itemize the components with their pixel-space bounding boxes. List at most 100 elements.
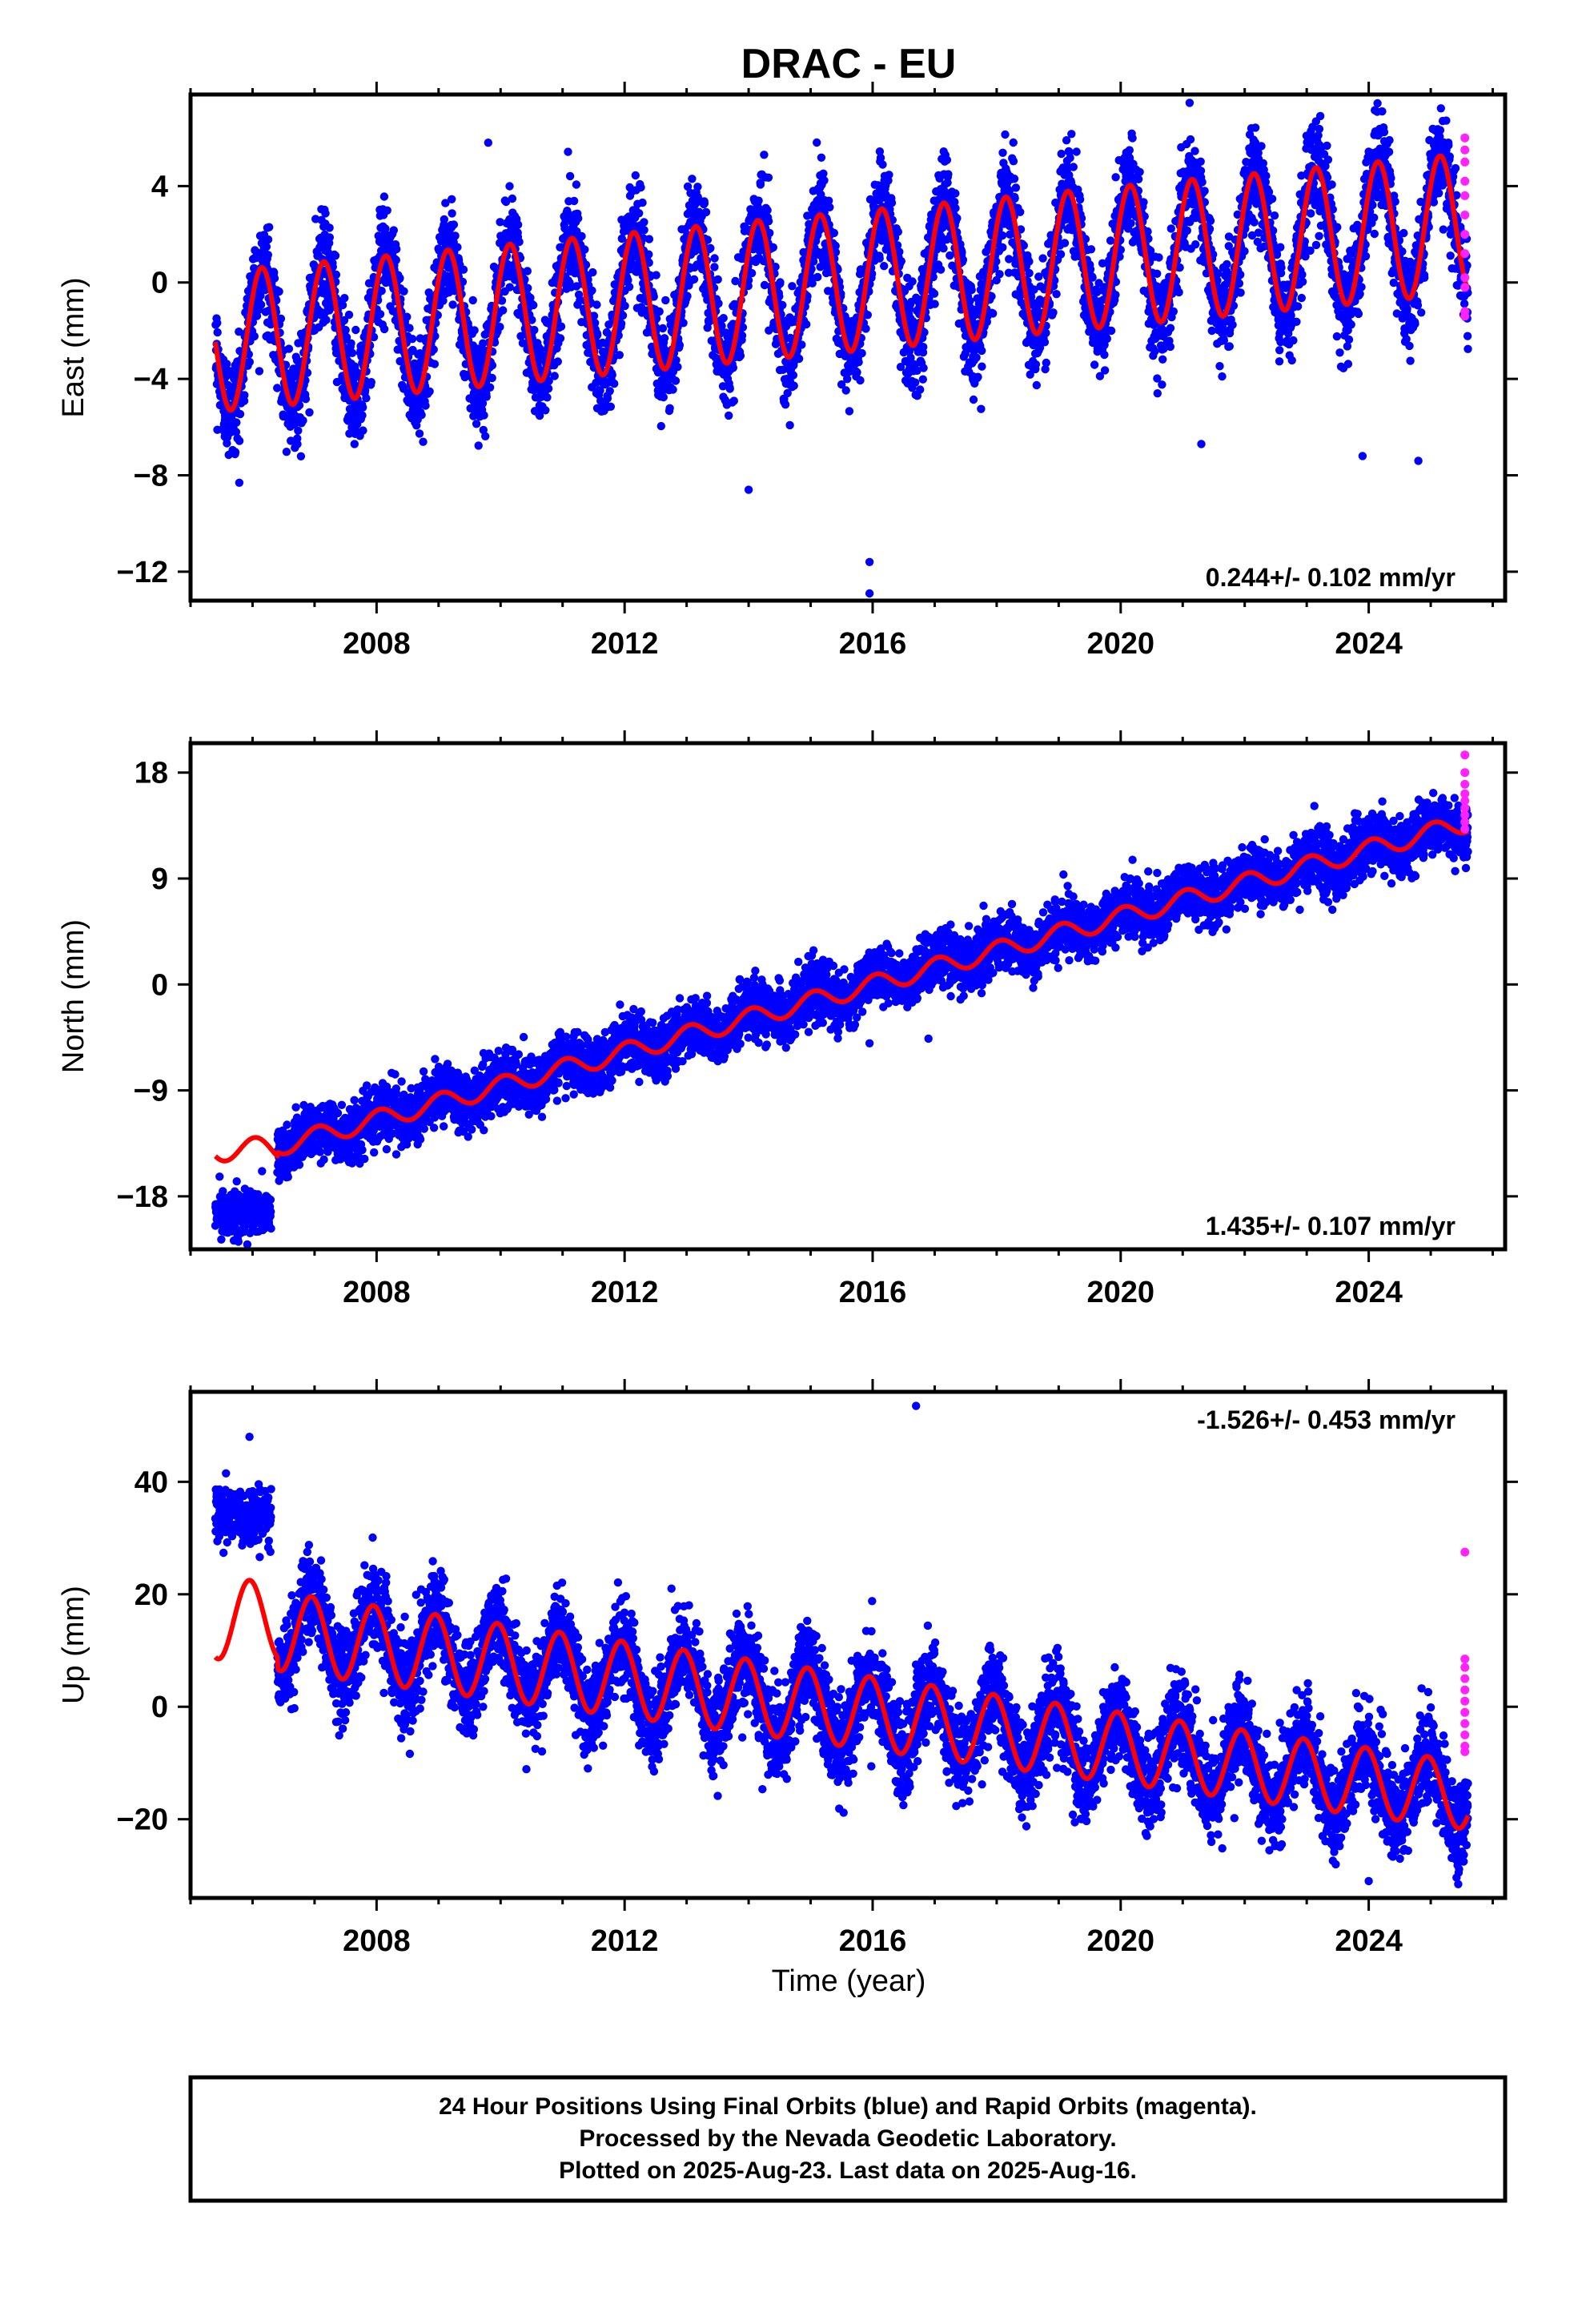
final-orbit-point (569, 196, 579, 206)
final-orbit-point (616, 319, 626, 328)
final-orbit-point (1100, 350, 1109, 360)
final-orbit-point (789, 381, 798, 390)
final-orbit-point (951, 189, 960, 198)
final-orbit-point (820, 176, 829, 185)
final-orbit-point (916, 385, 925, 394)
final-orbit-point (1032, 380, 1042, 390)
final-orbit-point (1060, 239, 1070, 247)
final-orbit-point (275, 287, 283, 296)
final-orbit-point (951, 203, 960, 213)
final-orbit-point (577, 231, 586, 241)
final-orbit-point (240, 391, 249, 400)
final-orbit-point (776, 278, 785, 287)
figure-title: DRAC - EU (741, 41, 957, 87)
final-orbit-point (342, 332, 351, 342)
final-orbit-point (665, 404, 674, 412)
final-orbit-point (620, 301, 629, 311)
final-orbit-point (1010, 175, 1019, 183)
final-orbit-point (293, 440, 302, 448)
final-orbit-point (392, 244, 401, 254)
final-orbit-point (339, 316, 349, 325)
final-orbit-point (593, 330, 602, 340)
plot-area (211, 99, 1472, 598)
final-orbit-point (347, 339, 355, 348)
final-orbit-point (488, 373, 496, 383)
final-orbit-point (1001, 130, 1010, 139)
final-orbit-point (213, 328, 222, 337)
final-orbit-point (1040, 338, 1050, 347)
final-orbit-point (362, 394, 371, 403)
final-orbit-point (978, 362, 986, 371)
final-orbit-point (474, 441, 483, 450)
final-orbit-point (350, 440, 359, 448)
final-orbit-point (572, 180, 581, 189)
final-orbit-point (340, 294, 349, 303)
final-orbit-point (978, 346, 986, 356)
final-orbit-point (763, 206, 772, 215)
final-orbit-point (231, 448, 240, 456)
final-orbit-point (400, 287, 408, 296)
final-orbit-point (1166, 324, 1175, 332)
final-orbit-point (262, 242, 271, 251)
final-orbit-point (1025, 257, 1034, 266)
final-orbit-point (369, 332, 379, 342)
final-orbit-point (863, 311, 873, 320)
final-orbit-point (998, 231, 1007, 240)
final-orbit-point (287, 436, 295, 445)
final-orbit-point (1086, 245, 1096, 254)
final-orbit-point (255, 367, 264, 376)
final-orbit-point (789, 371, 798, 380)
final-orbit-point (1025, 268, 1034, 278)
final-orbit-point (250, 263, 259, 273)
final-orbit-point (794, 354, 804, 364)
final-orbit-point (325, 223, 334, 232)
final-orbit-point (472, 420, 481, 428)
final-orbit-point (693, 183, 702, 191)
final-orbit-point (556, 322, 566, 331)
final-orbit-point (344, 310, 354, 320)
final-orbit-point (223, 360, 231, 368)
final-orbit-point (661, 296, 670, 305)
final-orbit-point (419, 437, 428, 446)
final-orbit-point (351, 325, 360, 335)
final-orbit-point (508, 194, 517, 203)
final-orbit-point (468, 296, 477, 305)
final-orbit-point (322, 316, 331, 324)
final-orbit-point (391, 255, 400, 264)
final-orbit-point (939, 244, 948, 253)
final-orbit-point (659, 392, 668, 402)
final-orbit-point (453, 243, 462, 251)
final-orbit-point (1158, 355, 1167, 364)
final-orbit-point (737, 331, 747, 340)
final-orbit-point (825, 203, 834, 211)
final-orbit-point (331, 270, 341, 279)
final-orbit-point (706, 243, 715, 253)
final-orbit-point (658, 324, 668, 333)
final-orbit-point (624, 283, 634, 292)
final-orbit-point (729, 396, 738, 405)
final-orbit-point (908, 277, 917, 286)
final-orbit-point (347, 348, 357, 357)
final-orbit-point (1016, 207, 1025, 216)
final-orbit-point (638, 198, 647, 207)
final-orbit-point (660, 334, 669, 343)
final-orbit-point (719, 314, 728, 323)
final-orbit-point (714, 299, 723, 308)
final-orbit-point (263, 251, 272, 259)
final-orbit-point (1038, 254, 1047, 263)
final-orbit-point (769, 243, 777, 252)
final-orbit-point (299, 416, 307, 425)
final-orbit-point (213, 319, 222, 328)
final-orbit-point (1009, 157, 1018, 166)
final-orbit-point (817, 153, 826, 162)
final-orbit-point (282, 448, 291, 456)
final-orbit-point (403, 312, 412, 321)
final-orbit-point (321, 209, 330, 218)
final-orbit-point (797, 340, 806, 349)
final-orbit-point (845, 407, 854, 416)
final-orbit-point (640, 218, 648, 227)
final-orbit-point (785, 420, 794, 430)
final-orbit-point (1166, 224, 1176, 233)
final-orbit-point (381, 224, 390, 233)
